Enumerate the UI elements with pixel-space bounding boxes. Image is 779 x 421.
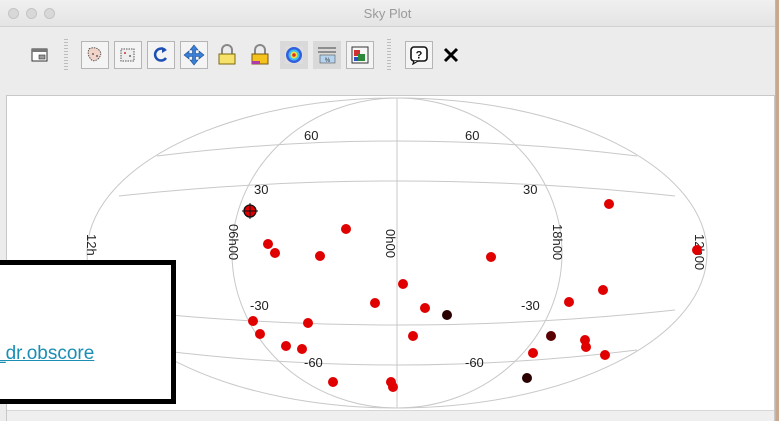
rotate-button[interactable] [147, 41, 175, 69]
window-icon [31, 48, 48, 62]
data-point[interactable] [281, 341, 291, 351]
toolbar-separator [387, 39, 391, 71]
title-bar: Sky Plot [0, 0, 775, 27]
pan-button[interactable] [180, 41, 208, 69]
data-point[interactable] [388, 382, 398, 392]
pan-icon [183, 44, 205, 66]
data-point[interactable] [522, 373, 532, 383]
lon-label: 06h00 [226, 224, 241, 260]
select-box-icon [120, 48, 135, 62]
lat-label: -30 [521, 298, 540, 313]
data-point[interactable] [581, 342, 591, 352]
data-point[interactable] [546, 331, 556, 341]
density-map-button[interactable] [280, 41, 308, 69]
minimize-window-button[interactable] [26, 8, 37, 19]
data-point[interactable] [442, 310, 452, 320]
data-point[interactable] [248, 316, 258, 326]
callout-box: _dr.obscore [0, 260, 176, 404]
target-marker[interactable] [242, 203, 258, 219]
lat-label: 60 [304, 128, 318, 143]
svg-text:?: ? [416, 50, 423, 62]
help-button[interactable]: ? [405, 41, 433, 69]
close-plot-button[interactable] [437, 41, 465, 69]
data-point[interactable] [564, 297, 574, 307]
window-title: Sky Plot [363, 6, 412, 21]
data-point[interactable] [420, 303, 430, 313]
data-point[interactable] [408, 331, 418, 341]
data-point[interactable] [303, 318, 313, 328]
lat-label: 60 [465, 128, 479, 143]
window-button[interactable] [26, 41, 54, 69]
lat-label: -30 [250, 298, 269, 313]
data-point[interactable] [341, 224, 351, 234]
lock-aspect-icon [218, 44, 236, 65]
svg-text:%: % [325, 58, 331, 64]
select-region-button[interactable] [81, 41, 109, 69]
data-point[interactable] [315, 251, 325, 261]
data-point[interactable] [255, 329, 265, 339]
lat-label: -60 [465, 355, 484, 370]
toolbar-separator [64, 39, 68, 71]
sky-projection[interactable]: 60 60 30 30 -30 -30 -60 -60 12h 06h00 0h… [7, 96, 774, 411]
lat-label: 30 [523, 182, 537, 197]
data-point[interactable] [486, 252, 496, 262]
toolbar: % ? [0, 27, 775, 89]
select-region-icon [87, 47, 102, 62]
data-point[interactable] [370, 298, 380, 308]
density-map-icon [285, 46, 303, 64]
grid-button[interactable]: % [313, 41, 341, 69]
rotate-icon [153, 47, 168, 62]
legend-icon [351, 46, 369, 64]
legend-button[interactable] [346, 41, 374, 69]
close-window-button[interactable] [8, 8, 19, 19]
select-box-button[interactable] [114, 41, 142, 69]
lon-label: 0h00 [383, 229, 398, 258]
lock-aspect-button[interactable] [213, 41, 241, 69]
lat-label: -60 [304, 355, 323, 370]
lock-scale-button[interactable] [246, 41, 274, 69]
grid-icon: % [318, 47, 336, 64]
data-point[interactable] [604, 199, 614, 209]
data-point[interactable] [598, 285, 608, 295]
lon-label: 12h [84, 234, 99, 256]
lock-scale-icon [251, 44, 269, 65]
data-point[interactable] [398, 279, 408, 289]
data-point[interactable] [600, 350, 610, 360]
data-point[interactable] [270, 248, 280, 258]
zoom-window-button[interactable] [44, 8, 55, 19]
horizontal-scrollbar[interactable] [7, 410, 774, 421]
data-point[interactable] [328, 377, 338, 387]
lat-label: 30 [254, 182, 268, 197]
close-icon [443, 47, 459, 63]
help-icon: ? [410, 46, 428, 65]
obscore-link[interactable]: _dr.obscore [0, 343, 95, 364]
data-point[interactable] [263, 239, 273, 249]
data-point[interactable] [692, 245, 702, 255]
lon-label: 18h00 [550, 224, 565, 260]
data-point[interactable] [297, 344, 307, 354]
data-point[interactable] [528, 348, 538, 358]
